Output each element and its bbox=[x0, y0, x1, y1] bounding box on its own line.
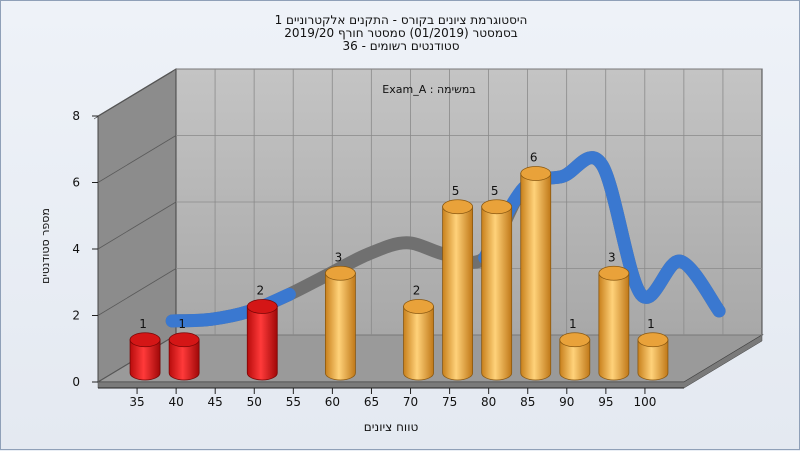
x-tick-label-60: 60 bbox=[325, 395, 340, 409]
side-wall-gridline-2 bbox=[97, 268, 177, 316]
bar-label-70: 2 bbox=[413, 284, 421, 298]
side-wall-gridline-4 bbox=[97, 201, 177, 250]
x-tick-label-45: 45 bbox=[208, 395, 223, 409]
chart-annotation: במשימה : Exam_A bbox=[382, 83, 475, 96]
side-wall-gridline-6 bbox=[97, 135, 177, 183]
bar-90: 1 bbox=[559, 317, 591, 381]
bar-body-35 bbox=[129, 339, 161, 381]
y-tick-label-8: 8 bbox=[72, 109, 80, 123]
x-tick-label-85: 85 bbox=[520, 395, 535, 409]
bar-body-60 bbox=[325, 272, 356, 381]
bar-label-60: 3 bbox=[335, 250, 343, 264]
x-tick-label-35: 35 bbox=[129, 395, 144, 409]
bar-body-85 bbox=[520, 173, 552, 381]
bar-body-90 bbox=[559, 339, 591, 381]
bar-top-75 bbox=[442, 199, 474, 215]
bar-top-85 bbox=[520, 166, 552, 181]
side-wall-gridline-8 bbox=[97, 68, 177, 117]
x-tick-label-50: 50 bbox=[247, 395, 262, 409]
y-tick-label-6: 6 bbox=[72, 176, 80, 190]
y-tick-label-4: 4 bbox=[72, 242, 80, 256]
bar-95: 3 bbox=[598, 250, 630, 381]
bar-60: 3 bbox=[324, 250, 356, 381]
bar-top-95 bbox=[598, 265, 630, 281]
bar-label-95: 3 bbox=[608, 250, 616, 264]
bar-40: 1 bbox=[168, 317, 200, 381]
x-axis-label: טווח ציונים bbox=[364, 420, 419, 434]
x-tick-label-70: 70 bbox=[403, 395, 418, 409]
chart-title-line-3: סטודנטים רשומים - 36 bbox=[342, 39, 460, 53]
bar-label-50: 2 bbox=[256, 284, 264, 298]
y-tick-label-2: 2 bbox=[72, 309, 80, 323]
bar-body-70 bbox=[403, 306, 434, 381]
bar-top-100 bbox=[637, 332, 669, 348]
x-tick-label-90: 90 bbox=[559, 395, 574, 409]
bar-top-35 bbox=[129, 332, 161, 348]
bar-body-40 bbox=[168, 339, 200, 381]
bar-top-90 bbox=[559, 332, 591, 348]
x-tick-label-55: 55 bbox=[286, 395, 301, 409]
bar-80: 5 bbox=[481, 184, 513, 381]
bar-70: 2 bbox=[403, 284, 434, 381]
bar-top-40 bbox=[168, 332, 200, 348]
x-tick-label-95: 95 bbox=[598, 395, 613, 409]
bar-75: 5 bbox=[442, 184, 474, 381]
x-tick-label-100: 100 bbox=[633, 395, 656, 409]
y-tick-label-0: 0 bbox=[72, 375, 80, 389]
bar-body-50 bbox=[246, 306, 278, 381]
x-tick-label-40: 40 bbox=[168, 395, 183, 409]
x-tick-label-65: 65 bbox=[364, 395, 379, 409]
bar-label-90: 1 bbox=[569, 317, 577, 331]
bar-100: 1 bbox=[637, 317, 669, 381]
bar-body-80 bbox=[481, 206, 513, 381]
x-tick-label-75: 75 bbox=[442, 395, 457, 409]
bar-top-60 bbox=[324, 265, 356, 281]
bar-body-95 bbox=[598, 272, 630, 381]
x-tick-label-80: 80 bbox=[481, 395, 496, 409]
bar-body-75 bbox=[442, 206, 473, 381]
bar-85: 6 bbox=[520, 151, 552, 381]
bar-35: 1 bbox=[129, 317, 161, 381]
bar-label-85: 6 bbox=[530, 151, 538, 165]
bar-label-40: 1 bbox=[178, 317, 186, 331]
bar-top-80 bbox=[481, 199, 513, 215]
chart-title-line-2: בסמסטר (01/2019) סמסטר חורף 2019/20 bbox=[284, 26, 518, 40]
bar-top-70 bbox=[403, 299, 434, 314]
bar-top-50 bbox=[246, 299, 278, 314]
chart-title-line-1: היסטוגרמת ציונים בקורס - התקנים אלקטרוני… bbox=[274, 13, 528, 27]
bar-body-100 bbox=[637, 339, 669, 381]
y-axis-label: מספר סטודנטים bbox=[39, 208, 52, 284]
bar-label-100: 1 bbox=[647, 317, 655, 331]
bar-label-80: 5 bbox=[491, 184, 499, 198]
bar-label-75: 5 bbox=[452, 184, 460, 198]
bar-50: 2 bbox=[246, 284, 278, 381]
bar-label-35: 1 bbox=[139, 317, 147, 331]
